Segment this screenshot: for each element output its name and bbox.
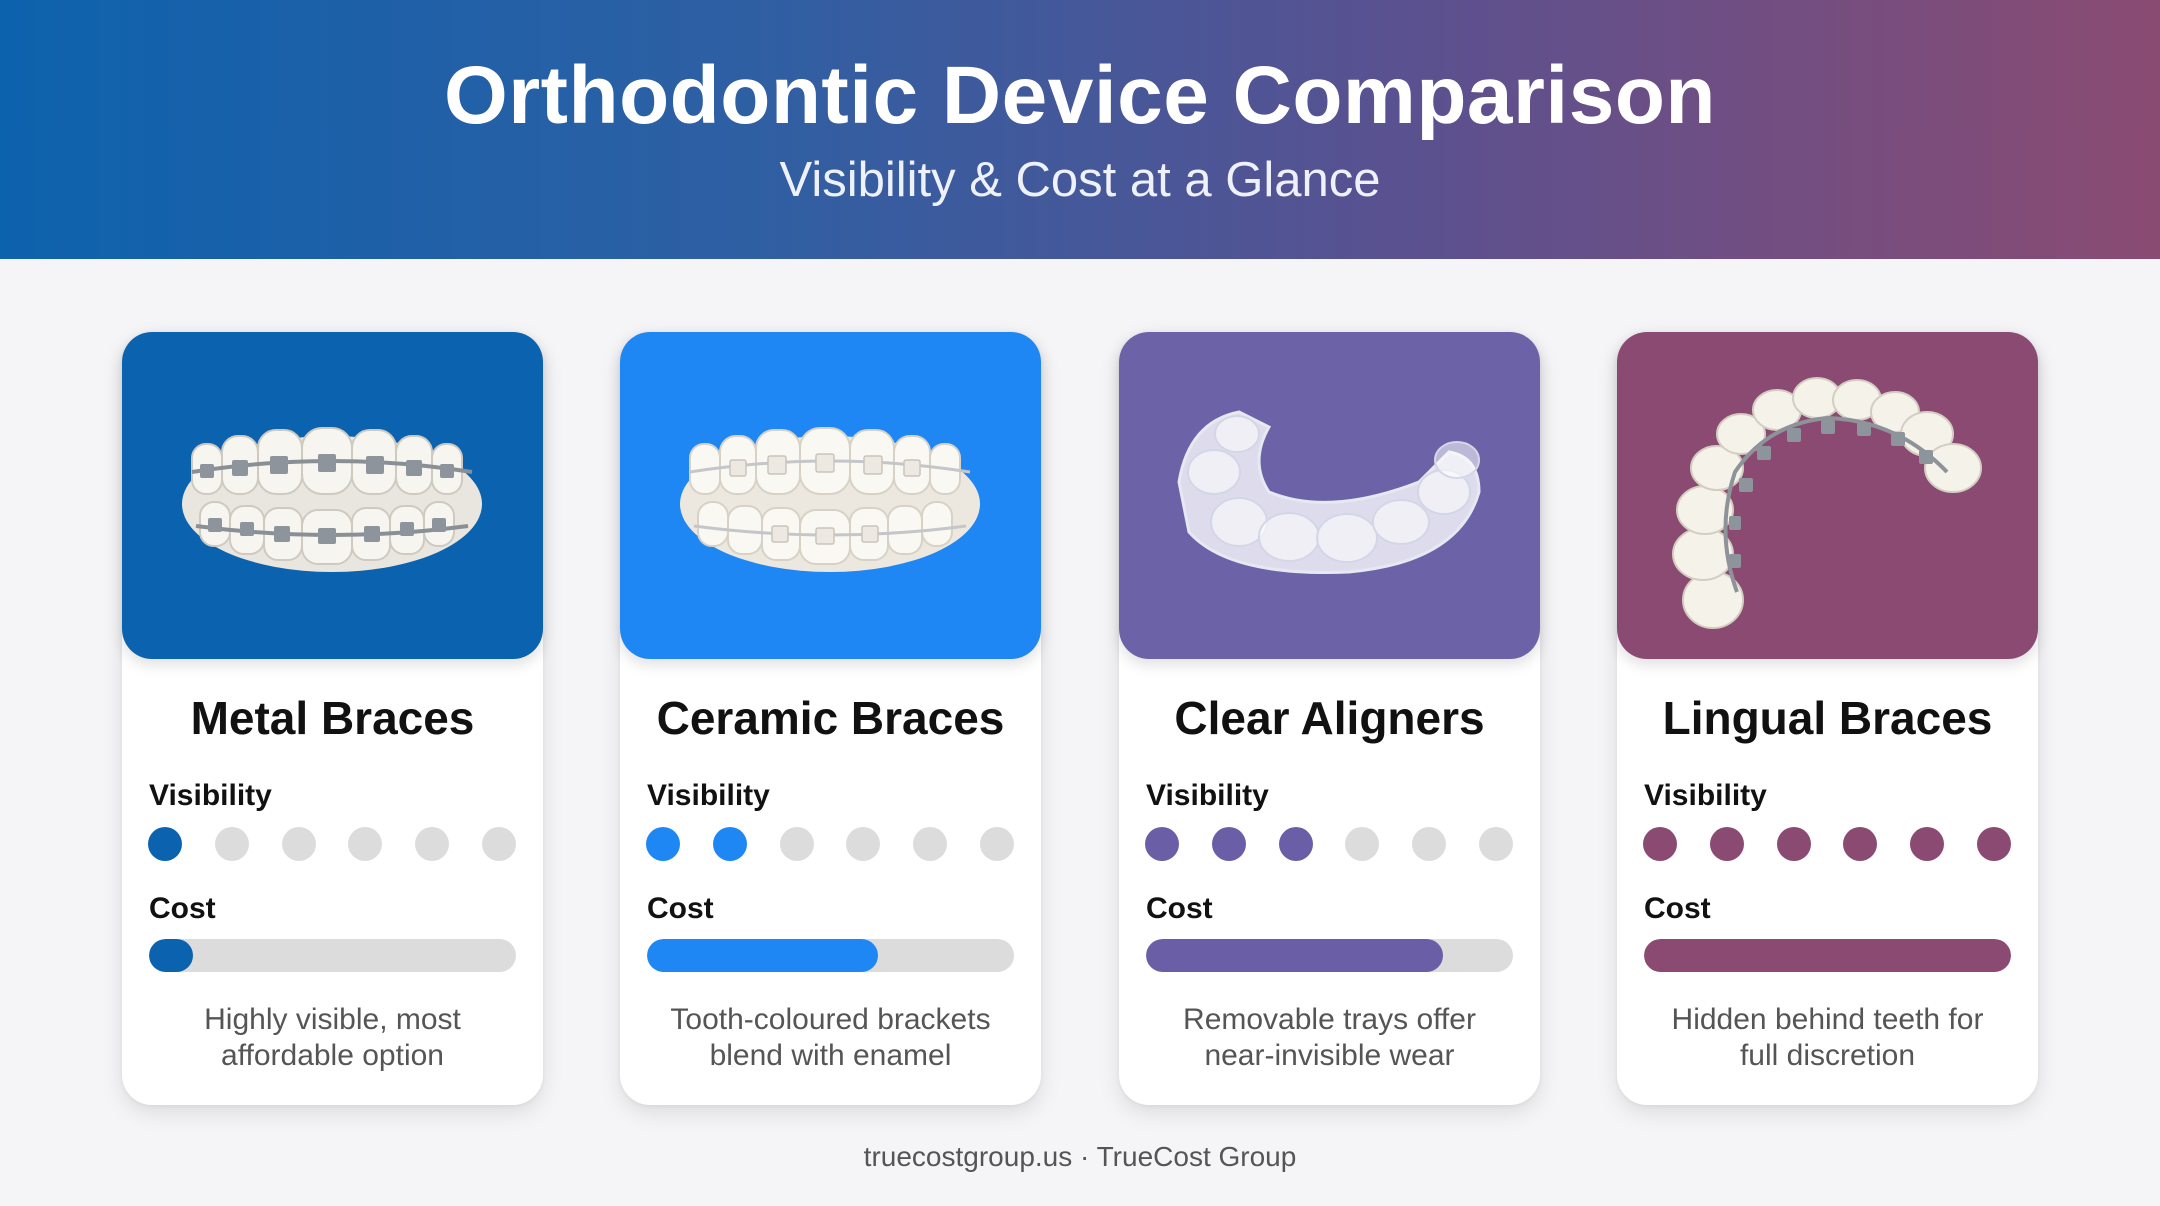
lingual-braces-image — [1617, 332, 2038, 659]
visibility-dot-empty — [1479, 827, 1513, 861]
metal-braces-image — [122, 332, 543, 659]
ceramic-braces-image — [620, 332, 1041, 659]
description-line: full discretion — [1739, 1039, 1916, 1072]
lingual-braces-icon — [1617, 332, 2038, 659]
visibility-dots — [1643, 827, 2013, 861]
card-title: Ceramic Braces — [656, 692, 1005, 744]
visibility-dot-filled — [1145, 827, 1179, 861]
visibility-dot-filled — [1710, 827, 1744, 861]
card-title: Lingual Braces — [1662, 692, 1993, 744]
page-title: Orthodontic Device Comparison — [443, 50, 1716, 141]
description-line: Tooth-coloured brackets — [670, 1003, 991, 1036]
description-line: affordable option — [221, 1039, 444, 1072]
cost-label: Cost — [149, 892, 216, 925]
ceramic-braces-icon — [620, 332, 1041, 659]
card-lingual-braces: Lingual Braces Visibility Cost Hidden be… — [1617, 332, 2038, 1105]
visibility-dot-empty — [913, 827, 947, 861]
card-description: Tooth-coloured brackets blend with ename… — [640, 1002, 1021, 1074]
visibility-dot-filled — [1279, 827, 1313, 861]
cost-bar — [1644, 939, 2011, 972]
cost-bar — [149, 939, 516, 972]
cost-label: Cost — [1644, 892, 1711, 925]
description-line: Hidden behind teeth for — [1671, 1003, 1984, 1036]
visibility-dot-filled — [1212, 827, 1246, 861]
visibility-dots — [646, 827, 1016, 861]
visibility-dots — [1145, 827, 1515, 861]
card-description: Hidden behind teeth for full discretion — [1637, 1002, 2018, 1074]
card-clear-aligners: Clear Aligners Visibility Cost Removable… — [1119, 332, 1540, 1105]
description-line: blend with enamel — [709, 1039, 952, 1072]
visibility-dot-empty — [780, 827, 814, 861]
visibility-dot-empty — [980, 827, 1014, 861]
page-subtitle: Visibility & Cost at a Glance — [779, 153, 1381, 207]
clear-aligners-image — [1119, 332, 1540, 659]
visibility-dot-empty — [846, 827, 880, 861]
cost-bar-fill — [149, 939, 193, 972]
clear-aligner-icon — [1119, 332, 1540, 659]
card-title: Clear Aligners — [1174, 692, 1485, 744]
cost-bar-fill — [647, 939, 878, 972]
cost-bar-fill — [1644, 939, 2011, 972]
cost-label: Cost — [1146, 892, 1213, 925]
visibility-label: Visibility — [647, 779, 770, 812]
cost-bar — [1146, 939, 1513, 972]
visibility-dot-empty — [215, 827, 249, 861]
card-title: Metal Braces — [190, 692, 475, 744]
card-description: Removable trays offer near-invisible wea… — [1139, 1002, 1520, 1074]
visibility-dot-filled — [713, 827, 747, 861]
card-metal-braces: Metal Braces Visibility Cost Highly visi… — [122, 332, 543, 1105]
visibility-dots — [148, 827, 518, 861]
visibility-dot-empty — [1345, 827, 1379, 861]
visibility-dot-filled — [1643, 827, 1677, 861]
visibility-dot-empty — [282, 827, 316, 861]
visibility-dot-empty — [415, 827, 449, 861]
visibility-dot-empty — [482, 827, 516, 861]
description-line: Removable trays offer — [1183, 1003, 1476, 1036]
visibility-dot-empty — [348, 827, 382, 861]
footer-credit: truecostgroup.us · TrueCost Group — [863, 1141, 1297, 1172]
visibility-label: Visibility — [1146, 779, 1269, 812]
cost-label: Cost — [647, 892, 714, 925]
visibility-dot-filled — [1977, 827, 2011, 861]
visibility-dot-filled — [148, 827, 182, 861]
card-ceramic-braces: Ceramic Braces Visibility Cost Tooth-col… — [620, 332, 1041, 1105]
header-banner: Orthodontic Device Comparison Visibility… — [0, 0, 2160, 259]
visibility-dot-filled — [1910, 827, 1944, 861]
visibility-label: Visibility — [1644, 779, 1767, 812]
description-line: Highly visible, most — [204, 1003, 461, 1036]
visibility-dot-filled — [1843, 827, 1877, 861]
cost-bar-fill — [1146, 939, 1443, 972]
description-line: near-invisible wear — [1204, 1039, 1455, 1072]
cost-bar — [647, 939, 1014, 972]
visibility-dot-filled — [1777, 827, 1811, 861]
visibility-label: Visibility — [149, 779, 272, 812]
visibility-dot-filled — [646, 827, 680, 861]
visibility-dot-empty — [1412, 827, 1446, 861]
card-description: Highly visible, most affordable option — [142, 1002, 523, 1074]
metal-braces-icon — [122, 332, 543, 659]
